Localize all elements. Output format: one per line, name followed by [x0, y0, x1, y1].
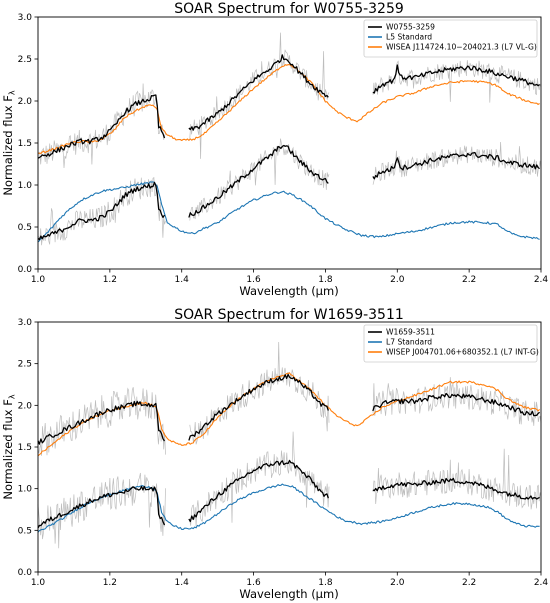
x-axis-ticks: 1.0 1.2 1.4 1.6 1.8 2.0 2.2 2.4: [31, 572, 549, 588]
legend-entry-2: WISEA J114724.10−204021.3 (L7 VL-G): [386, 43, 537, 52]
chart-panel-top: SOAR Spectrum for W0755-3259 1.0 1.2 1.4 1.…: [1, 1, 548, 298]
series-line-standard-lower: [37, 483, 540, 533]
legend: W1659-3511 L7 Standard WISEP J004701.06+…: [363, 324, 539, 363]
x-tick-label: 2.2: [462, 578, 476, 588]
series-line-comparison-upper: [37, 64, 540, 154]
legend-entry-0: W1659-3511: [386, 328, 435, 337]
chart-title: SOAR Spectrum for W0755-3259: [174, 1, 404, 17]
x-tick-label: 2.0: [390, 578, 405, 588]
x-tick-label: 1.4: [175, 578, 190, 588]
x-tick-label: 1.4: [175, 275, 190, 285]
legend-box: [363, 19, 538, 58]
series-line-target-upper: [37, 54, 541, 159]
legend-entry-0: W0755-3259: [386, 23, 435, 32]
x-tick-label: 1.0: [31, 578, 46, 588]
series-line-standard-lower: [37, 181, 540, 243]
series-lines: [37, 54, 541, 243]
series-lines: [37, 372, 541, 533]
y-tick-label: 1.5: [18, 139, 32, 149]
x-tick-label: 1.2: [103, 578, 117, 588]
y-axis-label: Normalized flux Fλ: [1, 90, 17, 195]
y-tick-label: 2.0: [18, 97, 33, 107]
x-axis-ticks: 1.0 1.2 1.4 1.6 1.8 2.0 2.2 2.4: [31, 269, 549, 285]
y-axis-label: Normalized flux Fλ: [1, 394, 17, 499]
y-axis-ticks: 0.0 0.5 1.0 1.5 2.0 2.5 3.0: [18, 318, 38, 578]
x-tick-label: 2.2: [462, 275, 476, 285]
x-tick-label: 2.0: [390, 275, 405, 285]
y-tick-label: 2.5: [18, 360, 32, 370]
y-tick-label: 1.0: [18, 181, 33, 191]
y-tick-label: 3.0: [18, 318, 33, 328]
legend: W0755-3259 L5 Standard WISEA J114724.10−…: [363, 19, 538, 58]
legend-entry-2: WISEP J004701.06+680352.1 (L7 INT-G): [386, 348, 539, 357]
x-tick-label: 2.4: [534, 275, 549, 285]
raw-noise-trace: [37, 138, 542, 246]
x-tick-label: 1.8: [318, 578, 333, 588]
y-tick-label: 2.0: [18, 401, 33, 411]
x-tick-label: 1.2: [103, 275, 117, 285]
y-tick-label: 0.0: [18, 265, 33, 275]
series-line-comparison-upper: [37, 372, 540, 457]
series-line-target-lower: [37, 459, 540, 529]
y-tick-label: 1.5: [18, 443, 32, 453]
x-tick-label: 1.0: [31, 275, 46, 285]
legend-entry-1: L5 Standard: [386, 33, 432, 42]
raw-noise-trace: [37, 431, 542, 549]
y-axis-ticks: 0.0 0.5 1.0 1.5 2.0 2.5 3.0: [18, 13, 38, 275]
legend-box: [363, 324, 538, 363]
x-axis-label: Wavelength (μm): [239, 587, 338, 601]
series-line-target-upper: [37, 373, 541, 445]
y-tick-label: 0.5: [18, 526, 32, 536]
x-tick-label: 1.8: [318, 275, 333, 285]
x-tick-label: 1.6: [246, 275, 261, 285]
y-tick-label: 0.0: [18, 568, 33, 578]
chart-title: SOAR Spectrum for W1659-3511: [174, 307, 404, 323]
y-tick-label: 1.0: [18, 485, 33, 495]
y-tick-label: 3.0: [18, 13, 33, 23]
y-tick-label: 0.5: [18, 223, 32, 233]
series-line-target-lower: [37, 144, 540, 241]
x-tick-label: 2.4: [534, 578, 549, 588]
x-axis-label: Wavelength (μm): [239, 284, 338, 298]
x-tick-label: 1.6: [246, 578, 261, 588]
chart-panel-bottom: SOAR Spectrum for W1659-3511 1.0 1.2 1.4 1.…: [1, 307, 548, 601]
y-tick-label: 2.5: [18, 55, 32, 65]
legend-entry-1: L7 Standard: [386, 338, 432, 347]
